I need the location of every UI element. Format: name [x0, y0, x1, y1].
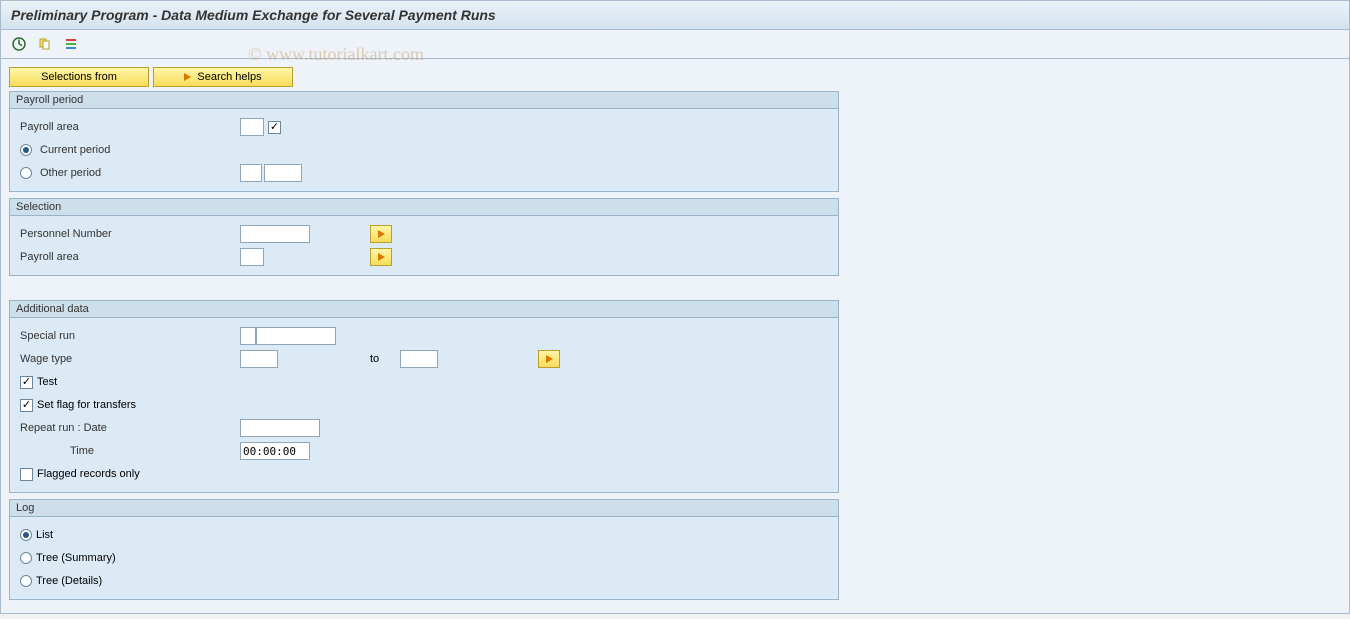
- dynamic-selections-icon[interactable]: [63, 36, 79, 52]
- page-title: Preliminary Program - Data Medium Exchan…: [11, 7, 496, 23]
- personnel-number-multi-button[interactable]: [370, 225, 392, 243]
- wage-type-from-input[interactable]: [240, 350, 278, 368]
- test-label: Test: [37, 376, 57, 388]
- personnel-number-input[interactable]: [240, 225, 310, 243]
- selection-header: Selection: [10, 199, 838, 216]
- current-period-label: Current period: [40, 144, 110, 156]
- test-checkbox[interactable]: [20, 376, 33, 389]
- payroll-area-helper-icon[interactable]: [268, 121, 281, 134]
- payroll-period-header: Payroll period: [10, 92, 838, 109]
- execute-icon[interactable]: [11, 36, 27, 52]
- other-period-label: Other period: [40, 167, 101, 179]
- log-tree-summary-radio[interactable]: [20, 552, 32, 564]
- content-area: Selections from Search helps Payroll per…: [0, 59, 1350, 614]
- repeat-run-label: Repeat run : Date: [20, 422, 240, 434]
- other-period-input-1[interactable]: [240, 164, 262, 182]
- log-tree-details-radio[interactable]: [20, 575, 32, 587]
- repeat-run-date-input[interactable]: [240, 419, 320, 437]
- search-helps-label: Search helps: [197, 71, 261, 83]
- log-group: Log List Tree (Summary) Tree (Details): [9, 499, 839, 600]
- selection-group: Selection Personnel Number Payroll area: [9, 198, 839, 276]
- payroll-period-group: Payroll period Payroll area Current peri…: [9, 91, 839, 192]
- log-tree-details-label: Tree (Details): [36, 575, 102, 587]
- arrow-right-icon: [378, 230, 385, 238]
- selections-from-button[interactable]: Selections from: [9, 67, 149, 87]
- other-period-input-2[interactable]: [264, 164, 302, 182]
- set-flag-label: Set flag for transfers: [37, 399, 136, 411]
- current-period-radio[interactable]: [20, 144, 32, 156]
- payroll-area-input[interactable]: [240, 118, 264, 136]
- arrow-right-icon: [546, 355, 553, 363]
- log-tree-summary-label: Tree (Summary): [36, 552, 116, 564]
- special-run-input-2[interactable]: [256, 327, 336, 345]
- button-strip: Selections from Search helps: [9, 67, 1341, 87]
- selections-from-label: Selections from: [41, 71, 117, 83]
- arrow-right-icon: [378, 253, 385, 261]
- search-helps-button[interactable]: Search helps: [153, 67, 293, 87]
- payroll-area-label: Payroll area: [20, 121, 240, 133]
- current-period-option[interactable]: Current period: [20, 144, 240, 156]
- to-label: to: [370, 353, 400, 365]
- selection-payroll-area-input[interactable]: [240, 248, 264, 266]
- other-period-option[interactable]: Other period: [20, 167, 240, 179]
- wage-type-to-input[interactable]: [400, 350, 438, 368]
- set-flag-checkbox[interactable]: [20, 399, 33, 412]
- title-bar: Preliminary Program - Data Medium Exchan…: [0, 0, 1350, 30]
- spacer: [9, 282, 1341, 300]
- get-variant-icon[interactable]: [37, 36, 53, 52]
- other-period-radio[interactable]: [20, 167, 32, 179]
- log-header: Log: [10, 500, 838, 517]
- special-run-label: Special run: [20, 330, 240, 342]
- flagged-only-label: Flagged records only: [37, 468, 140, 480]
- flagged-only-checkbox[interactable]: [20, 468, 33, 481]
- log-list-label: List: [36, 529, 53, 541]
- wage-type-label: Wage type: [20, 353, 240, 365]
- app-toolbar: [0, 30, 1350, 59]
- log-list-radio[interactable]: [20, 529, 32, 541]
- selection-payroll-area-multi-button[interactable]: [370, 248, 392, 266]
- time-input[interactable]: [240, 442, 310, 460]
- personnel-number-label: Personnel Number: [20, 228, 240, 240]
- arrow-right-icon: [184, 73, 191, 81]
- selection-payroll-area-label: Payroll area: [20, 251, 240, 263]
- wage-type-multi-button[interactable]: [538, 350, 560, 368]
- additional-data-header: Additional data: [10, 301, 838, 318]
- additional-data-group: Additional data Special run Wage type to…: [9, 300, 839, 493]
- special-run-input-1[interactable]: [240, 327, 256, 345]
- time-label: Time: [20, 445, 240, 457]
